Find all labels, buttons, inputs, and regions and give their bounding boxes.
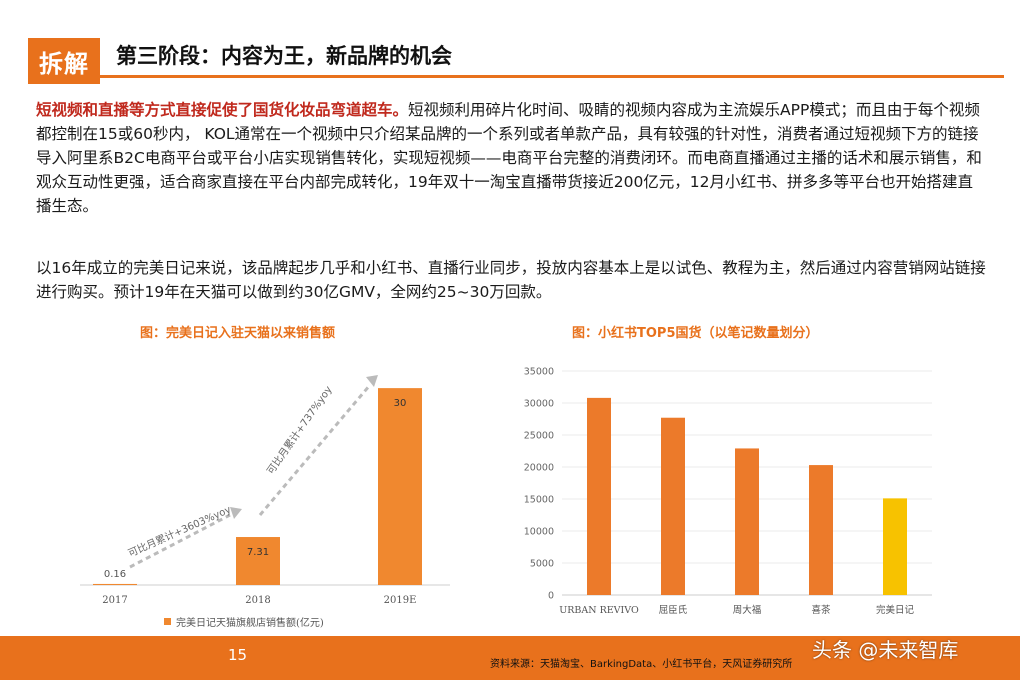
watermark: 头条 @未来智库 [812,638,959,662]
xiaohongshu-top5-chart: 0 5000 10000 15000 20000 25000 30000 35000 URBAN… [524,367,932,616]
data-label-2019E: 30 [394,398,407,409]
annotation-growth-1: 可比月累计+3603%yoy [126,503,233,560]
y-tick-5000: 5000 [530,559,554,570]
y-tick-10000: 10000 [524,527,554,538]
annotation-growth-2: 可比月累计+737%yoy [264,383,335,476]
chart-right-title: 图：小红书TOP5国货（以笔记数量划分） [572,326,819,341]
header-divider [100,75,1004,78]
footer-bar [0,636,1020,680]
x-tick-周大福: 周大福 [733,604,762,616]
x-tick-喜茶: 喜茶 [811,604,831,616]
bar-2017 [93,583,137,585]
y-tick-15000: 15000 [524,495,554,506]
growth-arrowhead-2 [366,375,378,387]
section-badge: 拆解 [28,38,100,84]
page-number: 15 [228,646,248,664]
bar-屈臣氏 [661,417,685,595]
bar-周大福 [735,448,759,595]
bar-完美日记 [883,498,907,595]
bar-喜茶 [809,465,833,595]
x-tick-2017: 2017 [102,595,127,606]
data-label-2018: 7.31 [247,547,269,558]
intro-paragraph: 短视频和直播等方式直接促使了国货化妆品弯道超车。短视频利用碎片化时间、吸睛的视频… [36,98,986,218]
x-tick-完美日记: 完美日记 [876,604,915,616]
tmall-sales-chart: 0.16 2017 7.31 2018 30 2019E 可比月累计+3603%yoy 可比月… [80,375,450,629]
legend-label: 完美日记天猫旗舰店销售额(亿元) [176,616,324,629]
x-tick-屈臣氏: 屈臣氏 [659,605,688,616]
y-tick-35000: 35000 [524,367,554,378]
growth-arrow-1 [129,513,231,569]
bar-URBAN REVIVO [587,397,611,595]
y-tick-30000: 30000 [524,399,554,410]
y-tick-25000: 25000 [524,431,554,442]
data-label-2017: 0.16 [104,569,126,580]
y-tick-0: 0 [548,591,554,602]
growth-arrowhead-1 [230,507,242,519]
intro-text: 短视频利用碎片化时间、吸睛的视频内容成为主流娱乐APP模式；而且由于每个视频都控… [36,101,982,215]
bar-2018 [236,537,280,585]
intro-lead: 短视频和直播等方式直接促使了国货化妆品弯道超车。 [36,101,409,119]
case-paragraph: 以16年成立的完美日记来说，该品牌起步几乎和小红书、直播行业同步，投放内容基本上… [36,259,986,301]
x-tick-URBAN REVIVO: URBAN REVIVO [559,605,639,616]
bar-2019E [378,388,422,585]
x-tick-2018: 2018 [245,595,270,606]
source-note: 资料来源：天猫淘宝、BarkingData、小红书平台，天风证券研究所 [490,659,793,670]
y-tick-20000: 20000 [524,463,554,474]
legend-swatch [164,618,171,625]
x-tick-2019E: 2019E [384,595,417,606]
growth-arrow-2 [258,384,372,516]
chart-left-title: 图：完美日记入驻天猫以来销售额 [140,326,336,341]
page-title: 第三阶段：内容为王，新品牌的机会 [116,44,452,68]
